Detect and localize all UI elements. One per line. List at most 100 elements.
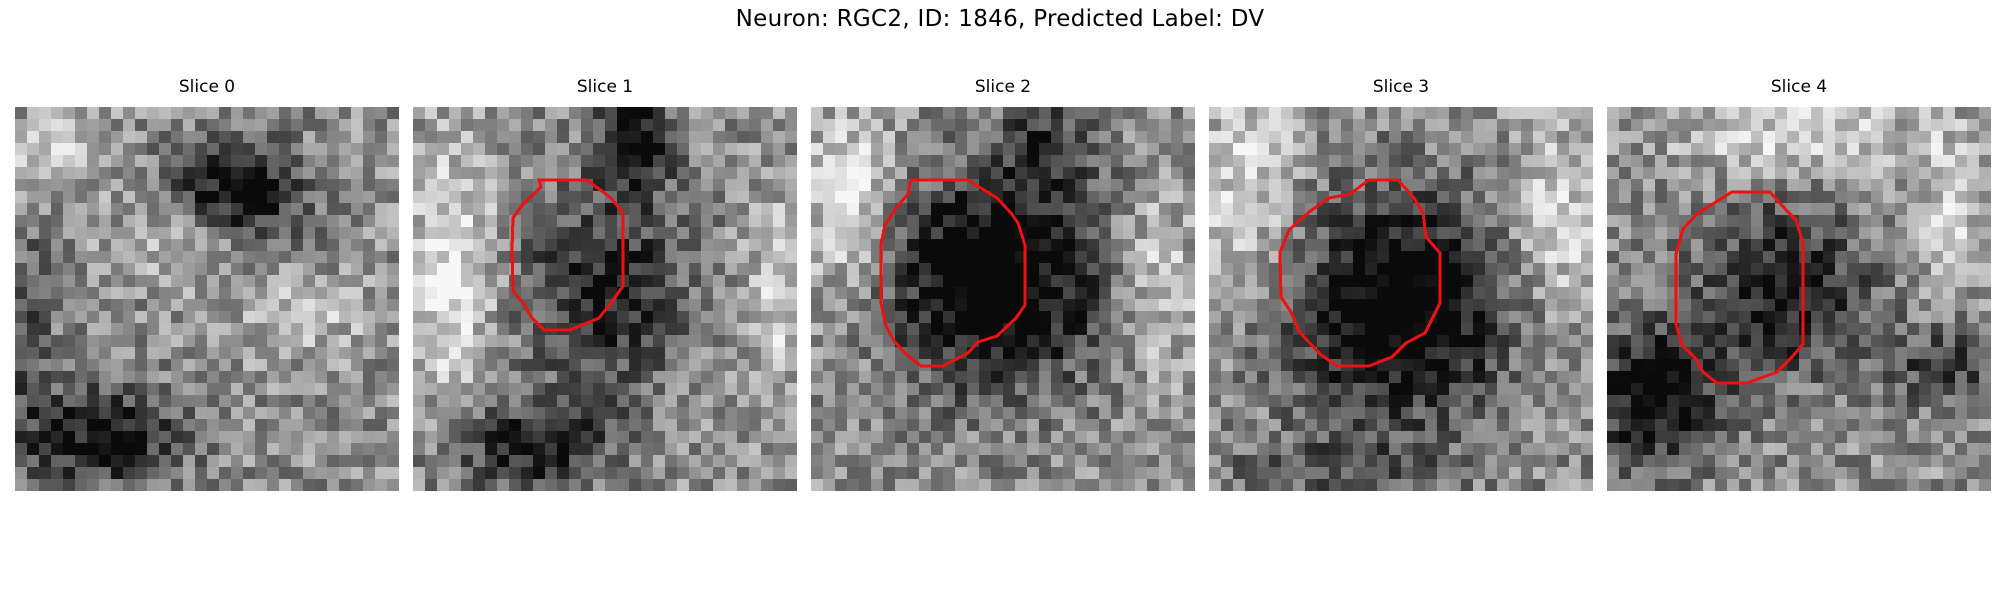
image-pixel xyxy=(1631,359,1643,371)
image-pixel xyxy=(1545,395,1557,407)
image-pixel xyxy=(665,311,677,323)
image-pixel xyxy=(473,287,485,299)
image-pixel xyxy=(1557,419,1569,431)
image-pixel xyxy=(363,119,375,131)
image-pixel xyxy=(1039,263,1051,275)
image-pixel xyxy=(605,383,617,395)
image-pixel xyxy=(267,431,279,443)
image-pixel xyxy=(1569,263,1581,275)
image-pixel xyxy=(773,119,785,131)
image-pixel xyxy=(255,419,267,431)
image-pixel xyxy=(1545,191,1557,203)
image-pixel xyxy=(545,287,557,299)
image-pixel xyxy=(75,131,87,143)
image-pixel xyxy=(1691,323,1703,335)
image-pixel xyxy=(509,347,521,359)
image-pixel xyxy=(617,383,629,395)
image-pixel xyxy=(641,419,653,431)
image-pixel xyxy=(581,359,593,371)
image-pixel xyxy=(1655,299,1667,311)
image-pixel xyxy=(1183,467,1195,479)
image-pixel xyxy=(1847,107,1859,119)
image-pixel xyxy=(27,215,39,227)
image-pixel xyxy=(1051,479,1063,491)
image-pixel xyxy=(835,359,847,371)
image-pixel xyxy=(605,275,617,287)
image-pixel xyxy=(1859,155,1871,167)
image-pixel xyxy=(859,443,871,455)
image-pixel xyxy=(883,467,895,479)
image-pixel xyxy=(1245,203,1257,215)
image-pixel xyxy=(27,419,39,431)
image-pixel xyxy=(135,347,147,359)
image-pixel xyxy=(629,359,641,371)
image-pixel xyxy=(1799,191,1811,203)
image-pixel xyxy=(641,191,653,203)
image-pixel xyxy=(1521,227,1533,239)
image-pixel xyxy=(1931,263,1943,275)
image-pixel xyxy=(1679,251,1691,263)
image-pixel xyxy=(1931,227,1943,239)
image-pixel xyxy=(1811,323,1823,335)
image-pixel xyxy=(147,311,159,323)
image-pixel xyxy=(1497,275,1509,287)
image-pixel xyxy=(1871,395,1883,407)
image-pixel xyxy=(1931,347,1943,359)
image-pixel xyxy=(1497,287,1509,299)
image-pixel xyxy=(1123,107,1135,119)
image-pixel xyxy=(1027,455,1039,467)
image-pixel xyxy=(15,239,27,251)
image-pixel xyxy=(255,479,267,491)
image-pixel xyxy=(1955,407,1967,419)
image-pixel xyxy=(1003,191,1015,203)
image-pixel xyxy=(1847,371,1859,383)
image-pixel xyxy=(461,263,473,275)
image-pixel xyxy=(63,407,75,419)
image-pixel xyxy=(1703,263,1715,275)
image-pixel xyxy=(387,287,399,299)
image-pixel xyxy=(1449,107,1461,119)
image-pixel xyxy=(363,467,375,479)
image-pixel xyxy=(859,395,871,407)
image-pixel xyxy=(1269,335,1281,347)
image-pixel xyxy=(1907,107,1919,119)
image-pixel xyxy=(737,131,749,143)
image-pixel xyxy=(605,143,617,155)
image-pixel xyxy=(171,203,183,215)
image-pixel xyxy=(1353,455,1365,467)
image-pixel xyxy=(315,431,327,443)
image-pixel xyxy=(1631,251,1643,263)
image-pixel xyxy=(1015,383,1027,395)
image-pixel xyxy=(63,287,75,299)
image-pixel xyxy=(1533,359,1545,371)
image-pixel xyxy=(1895,335,1907,347)
image-pixel xyxy=(1305,431,1317,443)
image-pixel xyxy=(1497,143,1509,155)
image-pixel xyxy=(545,239,557,251)
image-pixel xyxy=(1643,155,1655,167)
image-pixel xyxy=(1087,203,1099,215)
image-pixel xyxy=(1631,311,1643,323)
image-pixel xyxy=(1209,167,1221,179)
image-pixel xyxy=(1631,395,1643,407)
image-pixel xyxy=(677,359,689,371)
image-pixel xyxy=(521,467,533,479)
image-pixel xyxy=(497,359,509,371)
image-pixel xyxy=(1859,311,1871,323)
image-pixel xyxy=(473,479,485,491)
image-pixel xyxy=(1521,431,1533,443)
image-pixel xyxy=(207,191,219,203)
image-pixel xyxy=(593,191,605,203)
image-pixel xyxy=(835,395,847,407)
image-pixel xyxy=(1727,203,1739,215)
image-pixel xyxy=(955,275,967,287)
image-pixel xyxy=(1703,275,1715,287)
image-pixel xyxy=(1341,203,1353,215)
image-pixel xyxy=(689,311,701,323)
image-pixel xyxy=(1209,263,1221,275)
image-pixel xyxy=(1643,107,1655,119)
image-pixel xyxy=(1365,107,1377,119)
image-pixel xyxy=(701,467,713,479)
image-pixel xyxy=(1377,263,1389,275)
image-pixel xyxy=(1401,107,1413,119)
